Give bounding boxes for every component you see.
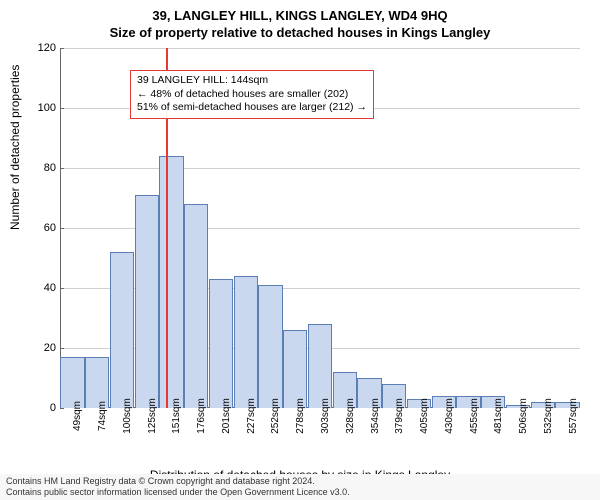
- x-tick-label: 379sqm: [394, 398, 405, 434]
- x-tick-label: 532sqm: [543, 398, 554, 434]
- x-tick-label: 227sqm: [246, 398, 257, 434]
- x-tick-label: 430sqm: [444, 398, 455, 434]
- x-tick-label: 100sqm: [122, 398, 133, 434]
- x-tick-label: 201sqm: [221, 398, 232, 434]
- chart-title-sub: Size of property relative to detached ho…: [0, 23, 600, 40]
- y-tick-label: 100: [30, 102, 56, 114]
- x-tick-label: 481sqm: [493, 398, 504, 434]
- x-tick-label: 303sqm: [320, 398, 331, 434]
- footer-line1: Contains HM Land Registry data © Crown c…: [6, 476, 594, 487]
- y-tick-label: 0: [30, 402, 56, 414]
- y-tick-label: 40: [30, 282, 56, 294]
- x-tick-label: 328sqm: [345, 398, 356, 434]
- y-tick-label: 120: [30, 42, 56, 54]
- chart-title-main: 39, LANGLEY HILL, KINGS LANGLEY, WD4 9HQ: [0, 0, 600, 23]
- callout-line: 39 LANGLEY HILL: 144sqm: [137, 74, 367, 88]
- chart-container: 39, LANGLEY HILL, KINGS LANGLEY, WD4 9HQ…: [0, 0, 600, 500]
- x-tick-label: 557sqm: [568, 398, 579, 434]
- y-axis-label: Number of detached properties: [8, 65, 22, 230]
- y-tick-label: 20: [30, 342, 56, 354]
- x-tick-label: 49sqm: [72, 401, 83, 431]
- x-tick-label: 176sqm: [196, 398, 207, 434]
- footer-line2: Contains public sector information licen…: [6, 487, 594, 498]
- footer: Contains HM Land Registry data © Crown c…: [0, 474, 600, 500]
- callout-box: 39 LANGLEY HILL: 144sqm← 48% of detached…: [130, 70, 374, 119]
- x-tick-label: 506sqm: [518, 398, 529, 434]
- callout-line: ← 48% of detached houses are smaller (20…: [137, 88, 367, 102]
- x-tick-label: 278sqm: [295, 398, 306, 434]
- x-tick-label: 151sqm: [171, 398, 182, 434]
- y-tick-mark: [60, 408, 64, 409]
- callout-line: 51% of semi-detached houses are larger (…: [137, 101, 367, 115]
- y-tick-label: 60: [30, 222, 56, 234]
- y-tick-label: 80: [30, 162, 56, 174]
- x-tick-label: 405sqm: [419, 398, 430, 434]
- plot-area: 39 LANGLEY HILL: 144sqm← 48% of detached…: [60, 48, 580, 408]
- x-tick-label: 354sqm: [370, 398, 381, 434]
- x-tick-label: 74sqm: [97, 401, 108, 431]
- x-tick-label: 252sqm: [270, 398, 281, 434]
- x-tick-label: 455sqm: [469, 398, 480, 434]
- x-tick-label: 125sqm: [147, 398, 158, 434]
